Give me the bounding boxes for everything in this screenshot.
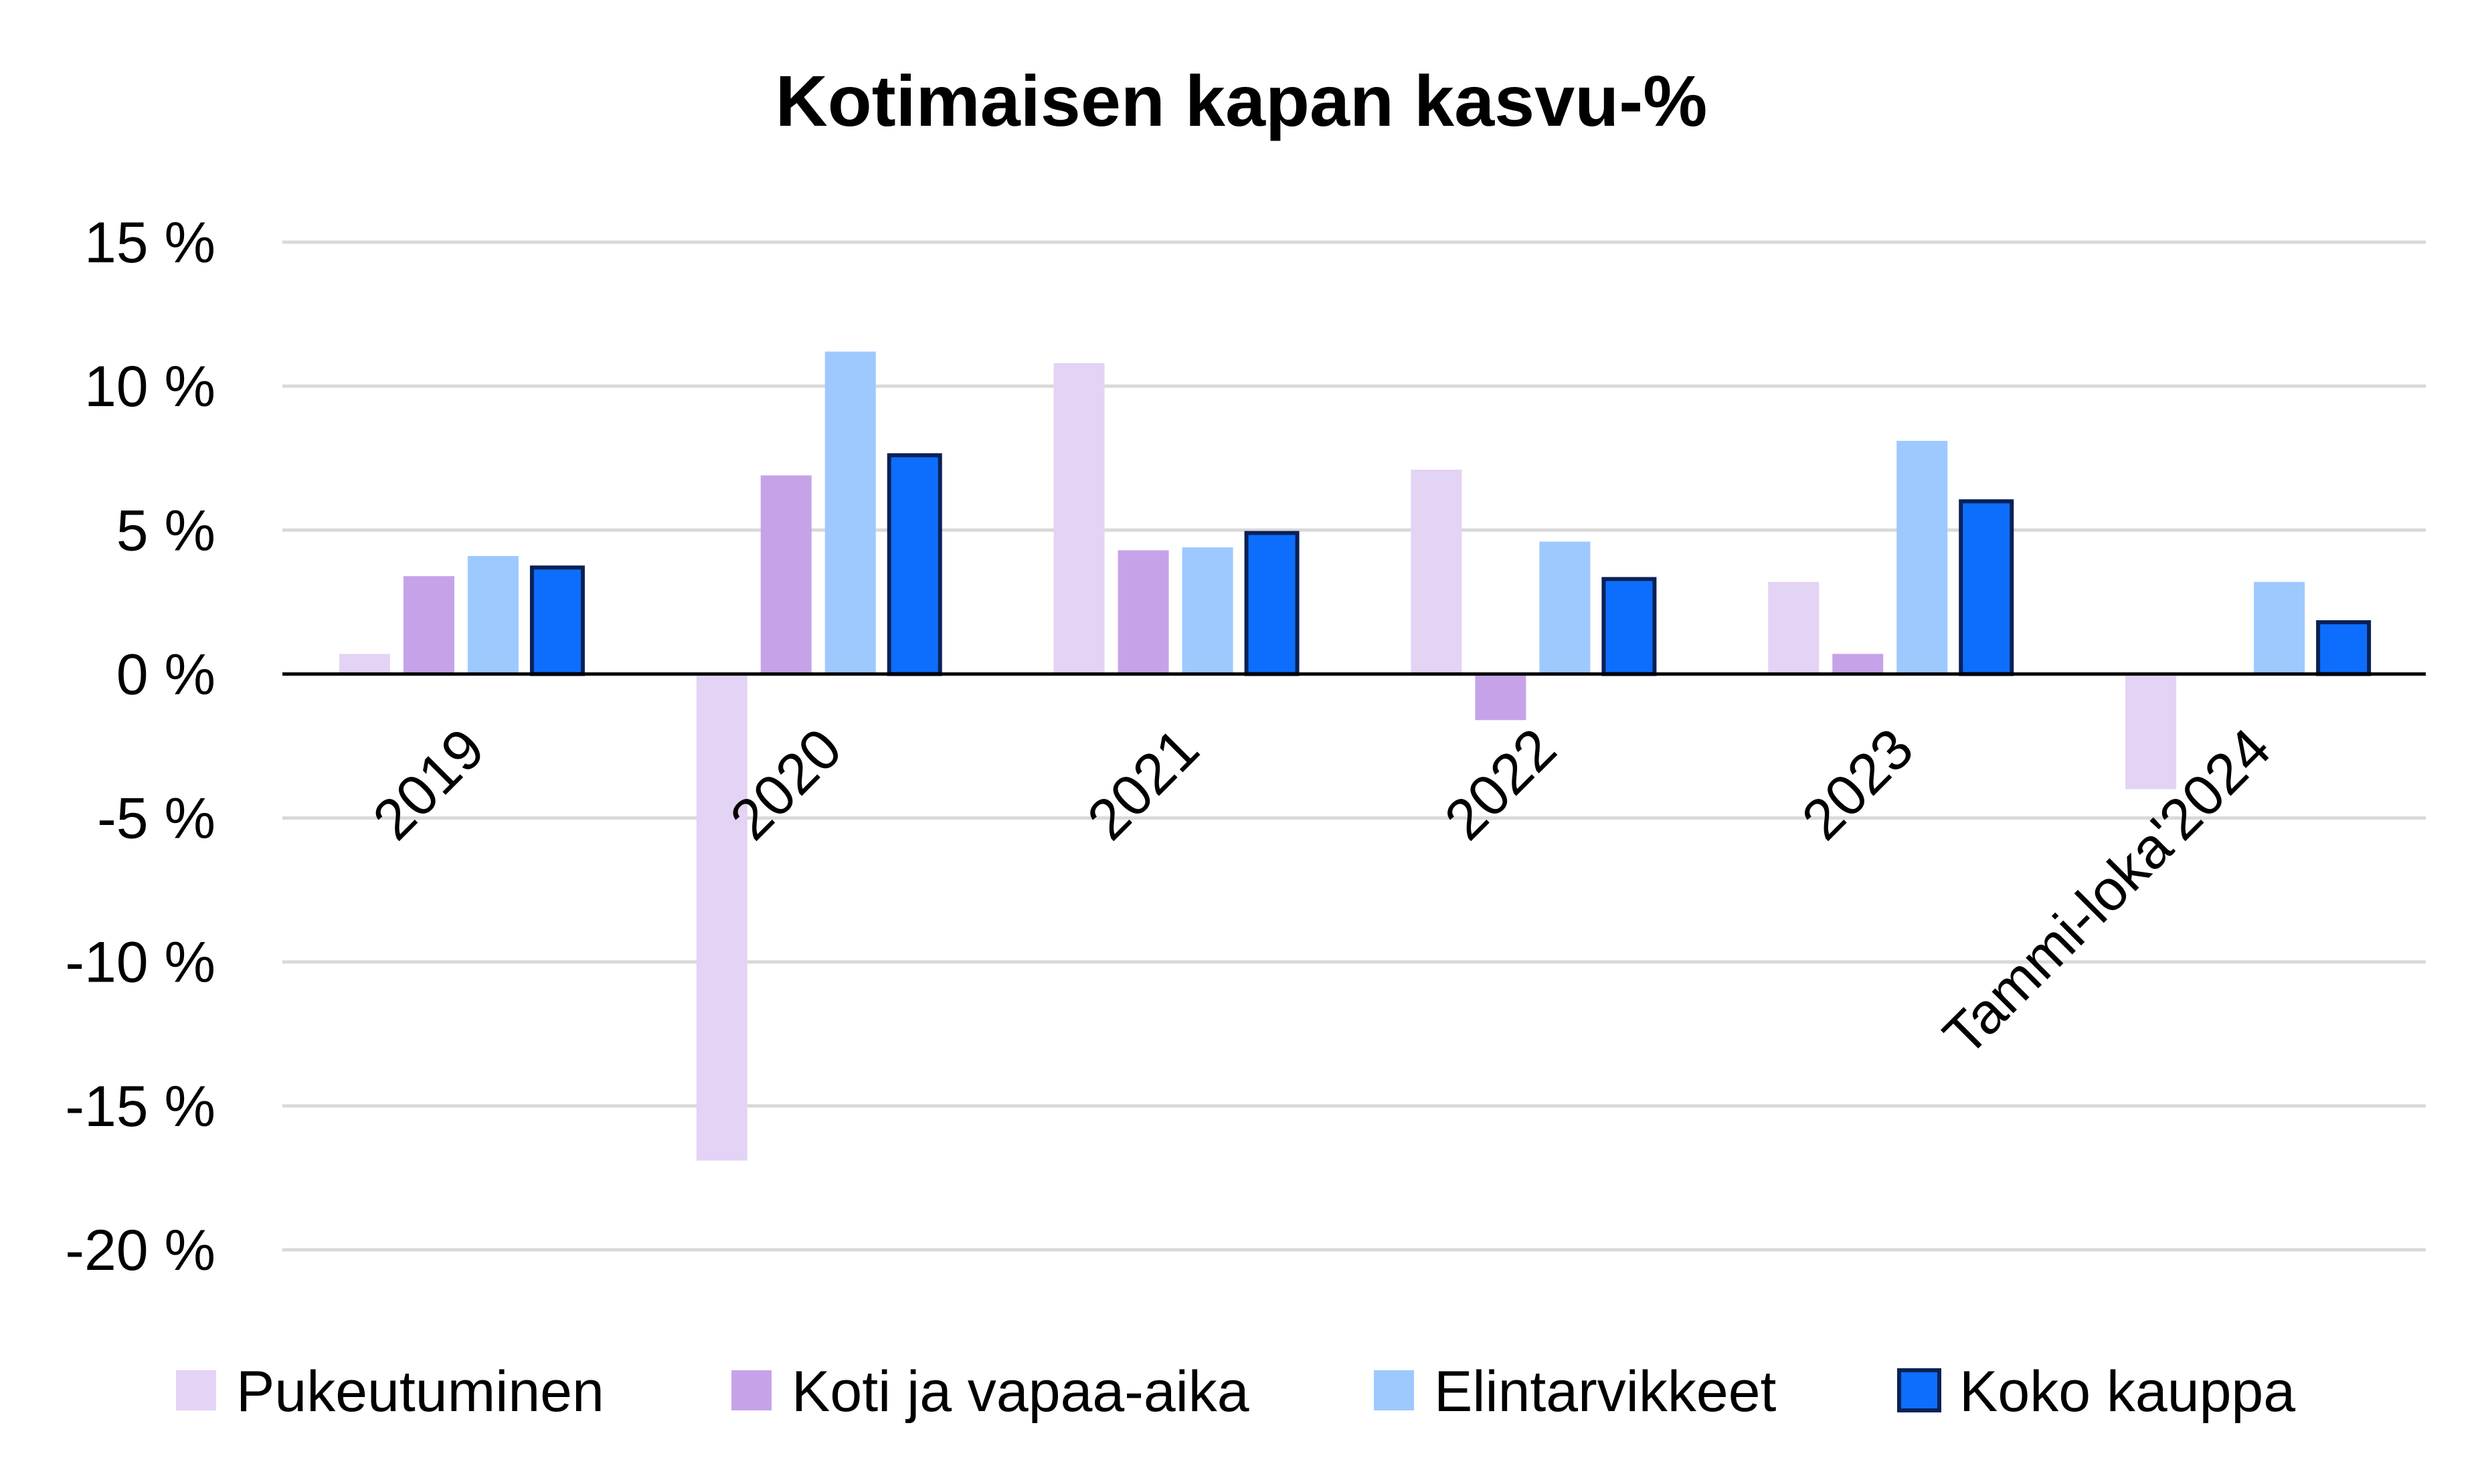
legend-swatch <box>176 1370 216 1410</box>
bar <box>1411 469 1462 674</box>
legend-label: Koko kauppa <box>1959 1360 2295 1424</box>
legend: Pukeutuminen Koti ja vapaa-aika Elintarvik… <box>176 1360 2295 1424</box>
bar <box>2254 581 2305 674</box>
y-tick-label: 0 % <box>116 642 215 707</box>
bar <box>2316 620 2372 676</box>
bar <box>887 453 942 676</box>
x-tick-label: 2023 <box>1790 717 1926 852</box>
legend-label: Pukeutuminen <box>236 1360 604 1424</box>
bar <box>1768 581 1820 674</box>
x-axis-ticks: 2019 2020 2021 2022 2023 Tammi-loka'2024 <box>361 717 2283 1069</box>
bar <box>1539 541 1591 674</box>
y-tick-label: -15 % <box>65 1075 215 1139</box>
bar <box>1182 547 1233 674</box>
bar <box>1896 440 1948 674</box>
y-tick-label: -20 % <box>65 1218 215 1283</box>
bar <box>403 576 454 674</box>
bar <box>529 565 585 676</box>
bar <box>1601 577 1657 676</box>
x-tick-label: 2019 <box>361 717 497 852</box>
bar <box>339 654 390 674</box>
bar <box>467 556 519 674</box>
legend-swatch <box>1374 1370 1414 1410</box>
bar <box>1959 499 2014 676</box>
legend-label: Elintarvikkeet <box>1434 1360 1777 1424</box>
bars <box>339 351 2372 1161</box>
bar <box>2125 674 2177 790</box>
y-tick-label: -5 % <box>97 787 215 851</box>
legend-swatch <box>731 1370 772 1410</box>
legend-swatch <box>1897 1368 1941 1412</box>
y-axis-ticks: 15 % 10 % 5 % 0 % -5 % -10 % -15 % -20 % <box>65 211 215 1283</box>
x-tick-label: Tammi-loka'2024 <box>1931 717 2283 1069</box>
y-tick-label: 15 % <box>84 211 215 275</box>
bar <box>1244 531 1300 676</box>
bar <box>696 674 747 1161</box>
gridlines <box>282 240 2426 1252</box>
y-tick-label: 10 % <box>84 355 215 419</box>
bar <box>1475 674 1526 721</box>
bar <box>760 475 812 674</box>
y-tick-label: 5 % <box>116 498 215 563</box>
x-tick-label: 2021 <box>1075 717 1211 852</box>
bar <box>1118 550 1169 674</box>
legend-label: Koti ja vapaa-aika <box>792 1360 1249 1424</box>
y-tick-label: -10 % <box>65 931 215 995</box>
bar <box>1053 363 1105 674</box>
bar <box>1832 654 1884 674</box>
bar <box>824 351 876 674</box>
x-tick-label: 2022 <box>1433 717 1569 852</box>
chart-title: Kotimaisen kapan kasvu-% <box>776 60 1708 141</box>
